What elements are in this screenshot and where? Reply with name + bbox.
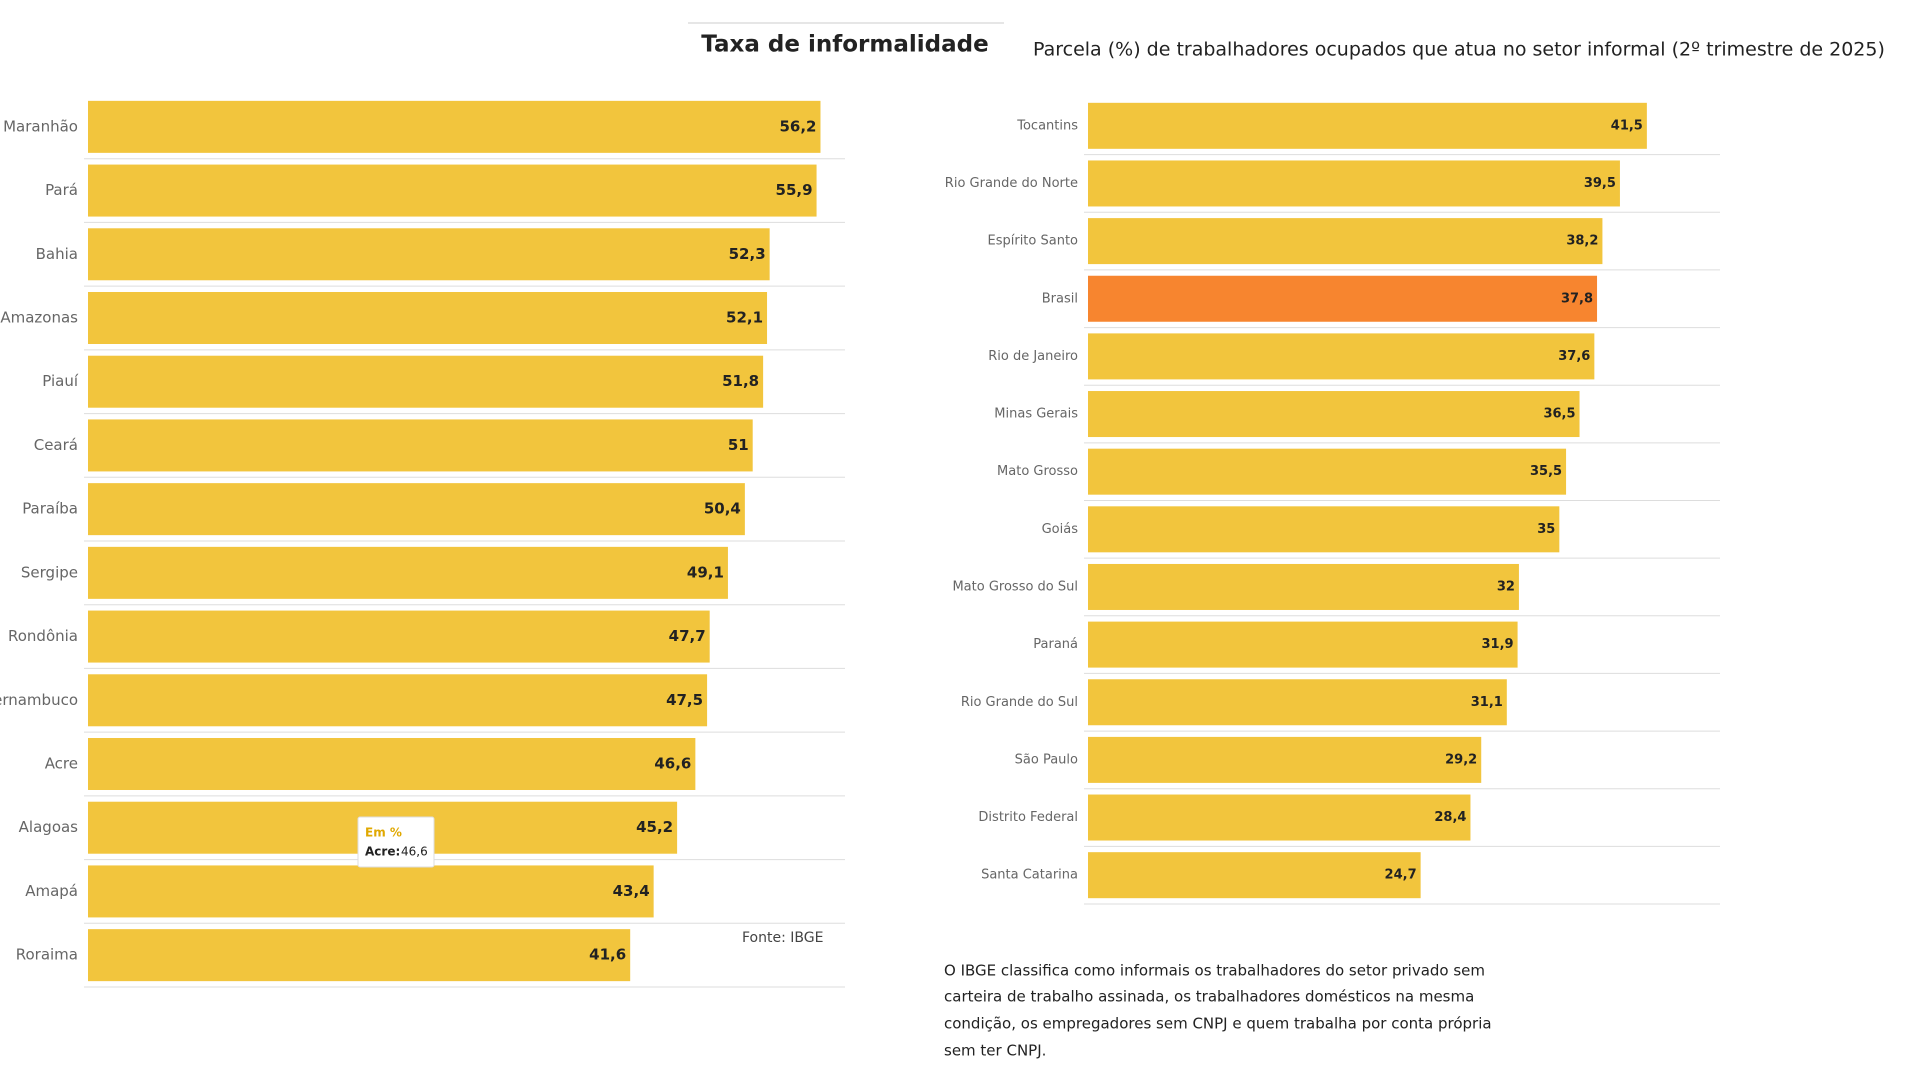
category-label: Rondônia (8, 627, 78, 645)
category-label: Ceará (34, 436, 78, 454)
bar (88, 865, 654, 918)
bar (1088, 736, 1482, 783)
bar (1088, 391, 1580, 438)
value-label: 56,2 (779, 117, 816, 135)
category-label: Piauí (42, 372, 79, 390)
note-line: carteira de trabalho assinada, os trabal… (944, 988, 1474, 1006)
bar (1088, 333, 1595, 380)
category-label: Maranhão (3, 117, 78, 135)
bar (1088, 794, 1471, 841)
value-label: 31,9 (1482, 637, 1514, 652)
bar (88, 228, 770, 281)
value-label: 35,5 (1530, 464, 1562, 479)
value-label: 51,8 (722, 372, 759, 390)
bar (1088, 679, 1507, 726)
tooltip-label: Acre: (365, 845, 400, 859)
category-label: Rio de Janeiro (988, 349, 1078, 364)
category-label: Pará (45, 181, 78, 199)
value-label: 35 (1537, 522, 1555, 537)
bar (88, 355, 764, 408)
category-label: Espírito Santo (988, 234, 1079, 249)
bar (1088, 852, 1421, 899)
note-line: sem ter CNPJ. (944, 1042, 1046, 1060)
tooltip: Em % Acre: 46,6 (357, 816, 435, 868)
value-label: 37,8 (1561, 291, 1593, 306)
tooltip-box (357, 816, 435, 868)
value-label: 24,7 (1385, 868, 1417, 883)
bar (88, 674, 708, 727)
bar (1088, 102, 1647, 149)
category-label: Acre (45, 755, 78, 773)
value-label: 31,1 (1471, 695, 1503, 710)
category-label: Amapá (25, 882, 78, 900)
value-label: 47,5 (666, 691, 703, 709)
bar (1088, 275, 1598, 322)
category-label: Sergipe (21, 563, 78, 581)
category-label: Tocantins (1016, 118, 1078, 133)
value-label: 32 (1497, 579, 1515, 594)
category-label: Amazonas (0, 309, 78, 327)
tooltip-value: 46,6 (401, 845, 428, 859)
category-label: Paraíba (22, 500, 78, 518)
value-label: 41,5 (1611, 118, 1643, 133)
bar (88, 610, 710, 663)
value-label: 28,4 (1434, 810, 1466, 825)
value-label: 45,2 (636, 818, 673, 836)
category-label: Roraima (16, 946, 78, 964)
bar (1088, 563, 1519, 610)
value-label: 51 (728, 436, 749, 454)
category-label: Santa Catarina (981, 868, 1078, 883)
value-label: 47,7 (669, 627, 706, 645)
category-label: Brasil (1042, 291, 1078, 306)
bar (88, 738, 696, 790)
value-label: 43,4 (613, 882, 650, 900)
source: Fonte: IBGE (742, 930, 823, 946)
note-line: condição, os empregadores sem CNPJ e que… (944, 1015, 1492, 1033)
bar (88, 164, 817, 217)
category-label: Mato Grosso do Sul (952, 579, 1078, 594)
bar (88, 100, 821, 153)
value-label: 50,4 (704, 500, 741, 518)
bar (88, 483, 745, 536)
value-label: 29,2 (1445, 752, 1477, 767)
category-label: Distrito Federal (978, 810, 1078, 825)
bar (1088, 506, 1560, 553)
category-label: Mato Grosso (997, 464, 1078, 479)
category-label: Paraná (1033, 637, 1078, 652)
category-label: Goiás (1042, 522, 1079, 537)
note-line: O IBGE classifica como informais os trab… (944, 962, 1485, 980)
category-label: Bahia (36, 245, 78, 263)
value-label: 41,6 (589, 946, 626, 964)
bar (1088, 621, 1518, 668)
value-label: 36,5 (1543, 407, 1575, 422)
bar (1088, 160, 1620, 207)
category-label: Rio Grande do Sul (961, 695, 1078, 710)
bar (1088, 448, 1567, 495)
value-label: 39,5 (1584, 176, 1616, 191)
value-label: 52,3 (729, 245, 766, 263)
category-label: Pernambuco (0, 691, 78, 709)
category-label: Minas Gerais (994, 407, 1078, 422)
value-label: 52,1 (726, 309, 763, 327)
value-label: 49,1 (687, 563, 724, 581)
bar (88, 929, 631, 982)
value-label: 55,9 (776, 181, 813, 199)
bar (88, 546, 728, 599)
category-label: São Paulo (1015, 752, 1078, 767)
note: O IBGE classifica como informais os trab… (944, 962, 1492, 1060)
category-label: Alagoas (19, 818, 79, 836)
bar (1088, 218, 1603, 265)
chart-title: Taxa de informalidade (701, 32, 988, 58)
tooltip-title: Em % (365, 826, 402, 840)
value-label: 38,2 (1566, 234, 1598, 249)
value-label: 46,6 (654, 755, 691, 773)
bar (88, 292, 768, 344)
bar (88, 419, 753, 472)
value-label: 37,6 (1558, 349, 1590, 364)
chart-subtitle: Parcela (%) de trabalhadores ocupados qu… (1033, 39, 1885, 61)
category-label: Rio Grande do Norte (945, 176, 1078, 191)
